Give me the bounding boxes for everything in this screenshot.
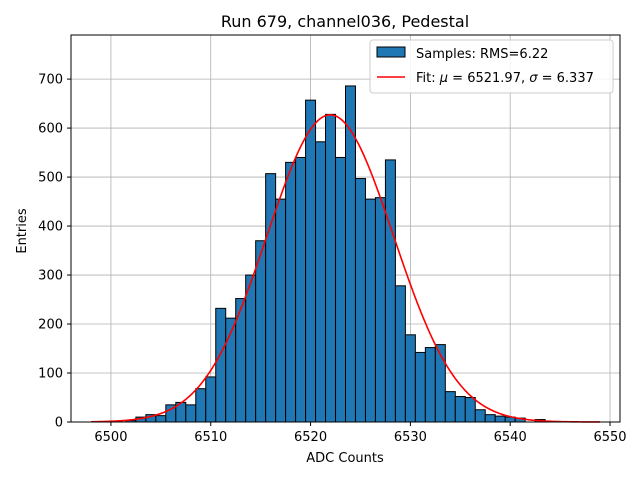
y-tick-label: 600	[38, 122, 63, 137]
x-axis-label: ADC Counts	[306, 451, 384, 466]
histogram-bar	[335, 156, 347, 423]
legend-box	[369, 39, 614, 94]
histogram-bar	[404, 334, 416, 423]
legend-fit-sigma-symbol: σ	[529, 71, 538, 86]
x-tick-label: 6510	[194, 430, 227, 445]
histogram-bar	[484, 414, 496, 423]
y-tick-label: 500	[38, 171, 63, 186]
y-tick-label: 300	[38, 269, 63, 284]
histogram-bar	[454, 396, 466, 423]
legend-fit-mu-text: = 6521.97,	[448, 71, 529, 86]
histogram-bar	[265, 173, 277, 423]
y-tick-label: 100	[38, 367, 63, 382]
chart-title: Run 679, channel036, Pedestal	[221, 12, 469, 31]
histogram-bar	[245, 274, 257, 423]
histogram-bar	[354, 178, 366, 423]
legend-histogram-swatch	[376, 46, 406, 58]
x-tick-label: 6520	[294, 430, 327, 445]
histogram-bar	[285, 161, 297, 423]
histogram-bar	[275, 198, 287, 423]
histogram-bar	[185, 404, 197, 423]
histogram-bar	[424, 347, 436, 423]
y-tick-label: 200	[38, 318, 63, 333]
histogram-bar	[155, 415, 167, 423]
legend-histogram-label: Samples: RMS=6.22	[416, 47, 548, 62]
histogram-bar	[315, 141, 327, 423]
x-tick-label: 6500	[94, 430, 127, 445]
legend-fit-mu-symbol: μ	[439, 71, 448, 86]
histogram-bar	[295, 156, 307, 423]
y-tick-label: 700	[38, 73, 63, 88]
histogram-bar	[474, 409, 486, 423]
y-tick-label: 0	[55, 416, 63, 431]
histogram-bar	[205, 376, 217, 423]
x-axis-ticks: 6500 6510 6520 6530 6540 6550	[94, 422, 627, 445]
histogram-bar	[384, 159, 396, 423]
x-tick-label: 6530	[394, 430, 427, 445]
legend-fit-sigma-text: = 6.337	[537, 71, 593, 86]
histogram-bar	[444, 391, 456, 423]
y-axis-label: Entries	[15, 208, 30, 254]
histogram-bar	[434, 344, 446, 423]
histogram-bar	[494, 415, 506, 423]
legend-fit-prefix: Fit:	[416, 71, 440, 86]
x-tick-label: 6540	[494, 430, 527, 445]
fit-curve-group	[90, 114, 601, 423]
histogram-bar	[364, 198, 376, 423]
fit-curve	[90, 114, 601, 423]
x-tick-label: 6550	[593, 430, 626, 445]
histogram-bars	[125, 85, 546, 423]
histogram-bar	[464, 397, 476, 423]
histogram-bar	[374, 197, 386, 423]
histogram-bar	[394, 285, 406, 423]
histogram-bar	[414, 351, 426, 423]
histogram-bar	[325, 113, 337, 423]
histogram-bar	[195, 388, 207, 423]
y-tick-label: 400	[38, 220, 63, 235]
histogram-bar	[305, 99, 317, 423]
y-axis-ticks: 0 100 200 300 400 500 600 700	[38, 73, 71, 431]
histogram-bar	[255, 240, 267, 423]
histogram-bar	[215, 307, 227, 423]
legend: Samples: RMS=6.22 Fit: μ = 6521.97, σ = …	[369, 39, 614, 94]
legend-fit-label: Fit: μ = 6521.97, σ = 6.337	[416, 71, 594, 86]
plot-frame	[70, 34, 621, 423]
